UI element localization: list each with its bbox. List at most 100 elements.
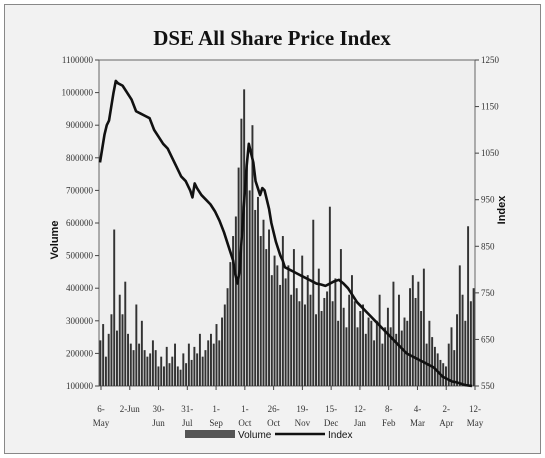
x-tick-label-top: 12- — [469, 404, 481, 414]
volume-bar — [428, 320, 431, 386]
left-tick-label: 1000000 — [62, 88, 94, 98]
volume-bar — [171, 356, 174, 386]
volume-bar — [102, 324, 105, 386]
volume-bar — [461, 294, 464, 386]
volume-bar — [414, 297, 417, 386]
volume-bar — [201, 356, 204, 386]
volume-bar — [215, 324, 218, 386]
x-tick-label-bottom: Jan — [354, 418, 366, 428]
volume-bar — [262, 219, 265, 386]
volume-bar — [248, 190, 251, 386]
volume-bar — [353, 301, 356, 386]
volume-bar — [265, 249, 268, 386]
index-line — [98, 79, 473, 388]
volume-bar — [226, 288, 229, 386]
y-axis-left-title: Volume — [49, 221, 61, 260]
volume-bar — [121, 314, 124, 386]
x-tick-label-top: 12- — [354, 404, 366, 414]
x-tick-label-top: 26- — [268, 404, 280, 414]
volume-bar — [212, 343, 215, 386]
volume-bar — [254, 209, 257, 386]
volume-bar — [268, 229, 270, 386]
left-tick-label: 700000 — [66, 185, 94, 195]
volume-bar — [337, 320, 340, 386]
volume-bar — [323, 297, 326, 386]
x-tick-label-bottom: Oct — [267, 418, 280, 428]
volume-bar — [207, 340, 210, 386]
left-axis-ticks: 100000 200000 300000 400000 500000 600000 7000… — [62, 55, 99, 391]
volume-bar — [198, 333, 201, 386]
volume-bar — [157, 366, 160, 386]
x-tick-label-bottom: Nov — [295, 418, 311, 428]
volume-bar — [174, 343, 176, 386]
volume-bar — [138, 343, 141, 386]
volume-bar — [232, 236, 235, 386]
volume-bar — [185, 363, 188, 386]
x-tick-label-bottom: Feb — [382, 418, 396, 428]
right-tick-label: 1150 — [481, 102, 499, 112]
volume-bar — [295, 288, 298, 386]
volume-bar — [309, 294, 312, 386]
y-axis-right-title: Index — [496, 195, 508, 225]
volume-bar — [472, 288, 475, 386]
volume-bar — [301, 255, 304, 386]
legend-index-label: Index — [328, 430, 352, 441]
volume-bar — [384, 327, 387, 386]
volume-bar — [317, 268, 320, 386]
volume-bar — [345, 327, 348, 386]
volume-bar — [259, 236, 262, 386]
volume-bar — [326, 291, 329, 386]
volume-bar — [110, 314, 113, 386]
volume-bar — [417, 281, 420, 386]
left-tick-label: 800000 — [66, 153, 94, 163]
right-tick-label: 550 — [481, 381, 495, 391]
volume-bar — [370, 320, 373, 386]
volume-bar — [298, 301, 301, 386]
volume-bar — [458, 265, 461, 386]
right-tick-label: 650 — [481, 334, 495, 344]
volume-bar — [221, 317, 223, 386]
right-tick-label: 950 — [481, 195, 495, 205]
legend-volume-swatch — [185, 430, 235, 438]
volume-bar — [281, 236, 284, 386]
volume-bar — [204, 350, 207, 386]
volume-bar — [234, 216, 237, 386]
volume-bar — [467, 226, 470, 386]
left-tick-label: 100000 — [66, 381, 94, 391]
volume-bar — [306, 275, 309, 386]
volume-bar — [270, 275, 273, 386]
volume-bar — [193, 346, 196, 386]
x-tick-label-bottom: Dec — [324, 418, 339, 428]
volume-bar — [386, 307, 389, 386]
volume-bar — [104, 356, 107, 386]
volume-bar — [351, 275, 353, 386]
left-tick-label: 1100000 — [62, 55, 94, 65]
volume-bar — [409, 288, 411, 386]
volume-bar — [279, 284, 282, 386]
volume-bar — [132, 350, 135, 386]
volume-bar — [218, 340, 221, 386]
volume-bar — [135, 304, 138, 386]
volume-bar — [315, 314, 317, 386]
volume-bar — [375, 320, 378, 386]
volume-bar — [143, 350, 146, 386]
volume-bar — [464, 320, 467, 386]
volume-bar — [445, 366, 447, 386]
x-tick-label-top: 19- — [296, 404, 308, 414]
volume-bar — [433, 346, 436, 386]
volume-bar — [154, 350, 157, 386]
volume-bar — [107, 333, 110, 386]
x-tick-label-top: 31- — [181, 404, 193, 414]
volume-bar — [176, 366, 179, 386]
volume-bar — [328, 206, 331, 386]
volume-bar — [190, 359, 193, 386]
left-tick-label: 900000 — [66, 120, 94, 130]
right-tick-label: 850 — [481, 241, 495, 251]
volume-bar — [140, 320, 143, 386]
volume-bar — [243, 89, 246, 386]
right-tick-label: 750 — [481, 288, 495, 298]
volume-bar — [398, 294, 400, 386]
left-tick-label: 500000 — [66, 251, 94, 261]
volume-bar — [290, 294, 293, 386]
